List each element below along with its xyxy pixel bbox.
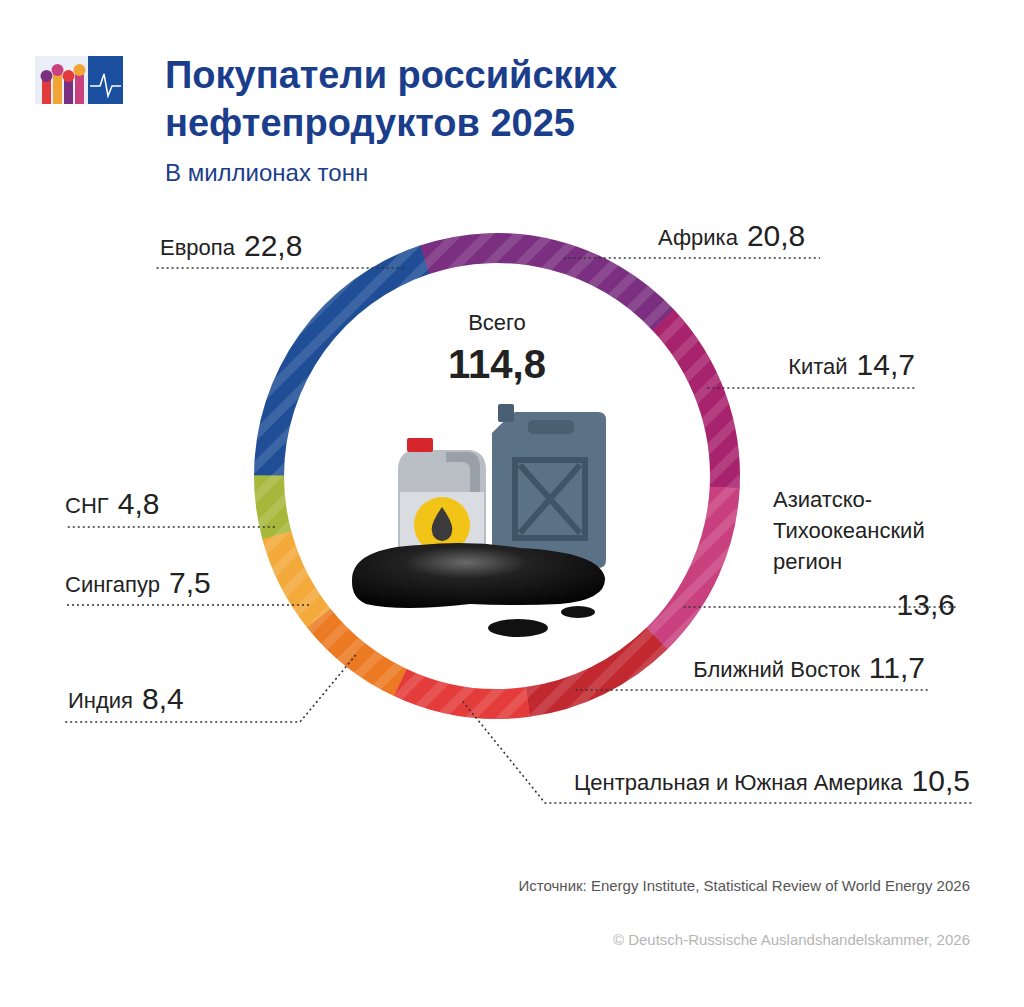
jerrycan-handle (528, 420, 574, 434)
jerrycan-spout (498, 404, 514, 422)
donut-segment (254, 475, 291, 539)
category-label: Ближний Восток (693, 657, 860, 682)
donut (254, 233, 740, 719)
logo-dome (41, 70, 53, 82)
donut-segment (420, 233, 674, 330)
jerrycan-cross (520, 465, 580, 533)
donut-segment (393, 669, 530, 719)
category-label: Сингапур (65, 572, 160, 597)
segment-stripes (652, 309, 740, 488)
leaders (65, 258, 972, 803)
total-label: Всего (468, 310, 526, 335)
donut-segment (307, 608, 407, 696)
segment-stripes (526, 628, 668, 717)
logo-blue (88, 56, 123, 104)
donut-segment (254, 245, 430, 476)
category-label: Европа (160, 235, 236, 260)
category-label: Африка (658, 225, 739, 250)
value-label: 13,6 (897, 588, 955, 621)
illustration (352, 404, 606, 637)
bottle-cap (407, 438, 433, 452)
category-label: СНГ (65, 493, 109, 518)
logo (35, 56, 123, 104)
segment-stripes (254, 245, 430, 476)
jerrycan (492, 412, 606, 568)
title-line: нефтепродуктов 2025 (165, 102, 575, 144)
value-label: 10,5 (912, 764, 970, 797)
category-label: Китай (788, 354, 847, 379)
logo-dome (63, 70, 75, 82)
title: Покупатели российских нефтепродуктов 2025 (165, 54, 617, 144)
logo-dome (74, 64, 86, 76)
total-value: 114,8 (448, 342, 546, 386)
leader-line (707, 387, 915, 389)
oil-puddle (352, 543, 605, 608)
value-label: 4,8 (118, 487, 160, 520)
value-label: 14,7 (857, 348, 915, 381)
title-line: Покупатели российских (165, 54, 617, 96)
jerrycan-emboss (515, 460, 585, 538)
labels: Европа 22,8 Африка 20,8 14,7 Китай Азиатско- Ти… (65, 219, 970, 797)
segment-stripes (307, 608, 407, 696)
oil-drop (561, 606, 595, 618)
value-label: 8,4 (142, 682, 184, 715)
value-label: 7,5 (169, 566, 211, 599)
category-label: Центральная и Южная Америка (574, 770, 903, 795)
leader-line (576, 689, 928, 691)
source: Источник: Energy Institute, Statistical … (519, 877, 970, 894)
donut-segment (526, 628, 668, 717)
segment-stripes (646, 486, 740, 649)
leader-line (65, 526, 275, 528)
segment-stripes (262, 531, 330, 628)
leader-line (463, 701, 972, 803)
logo-pulse (90, 74, 121, 96)
donut-segment (262, 531, 330, 628)
leader-line (155, 267, 404, 269)
leader-line (65, 655, 356, 722)
category-label: Азиатско- Тихоокеанский регион (773, 487, 925, 574)
segment-stripes (393, 669, 530, 719)
subtitle: В миллионах тонн (165, 159, 368, 186)
segment-stripes (254, 475, 291, 539)
category-label: Индия (68, 688, 133, 713)
logo-bg (35, 56, 123, 104)
value-label: 11,7 (869, 651, 925, 684)
donut-segment (646, 486, 740, 649)
leader-line (564, 257, 820, 259)
value-label: 20,8 (747, 219, 805, 252)
chart-root: Покупатели российских нефтепродуктов 2025… (0, 0, 1024, 1007)
leader-line (65, 604, 309, 606)
logo-tower (53, 72, 62, 104)
value-label: 22,8 (244, 229, 302, 262)
category-label-line: Тихоокеанский (773, 518, 925, 543)
category-label-line: Азиатско- (773, 487, 872, 512)
logo-tower (75, 72, 84, 104)
copyright: © Deutsch-Russische Auslandshandelskamme… (613, 931, 970, 948)
oil-drop (488, 619, 548, 637)
segment-stripes (420, 233, 674, 330)
logo-dome (52, 64, 64, 76)
bottle-drop (432, 507, 453, 541)
category-label-line: регион (773, 549, 842, 574)
donut-segment (652, 309, 740, 488)
